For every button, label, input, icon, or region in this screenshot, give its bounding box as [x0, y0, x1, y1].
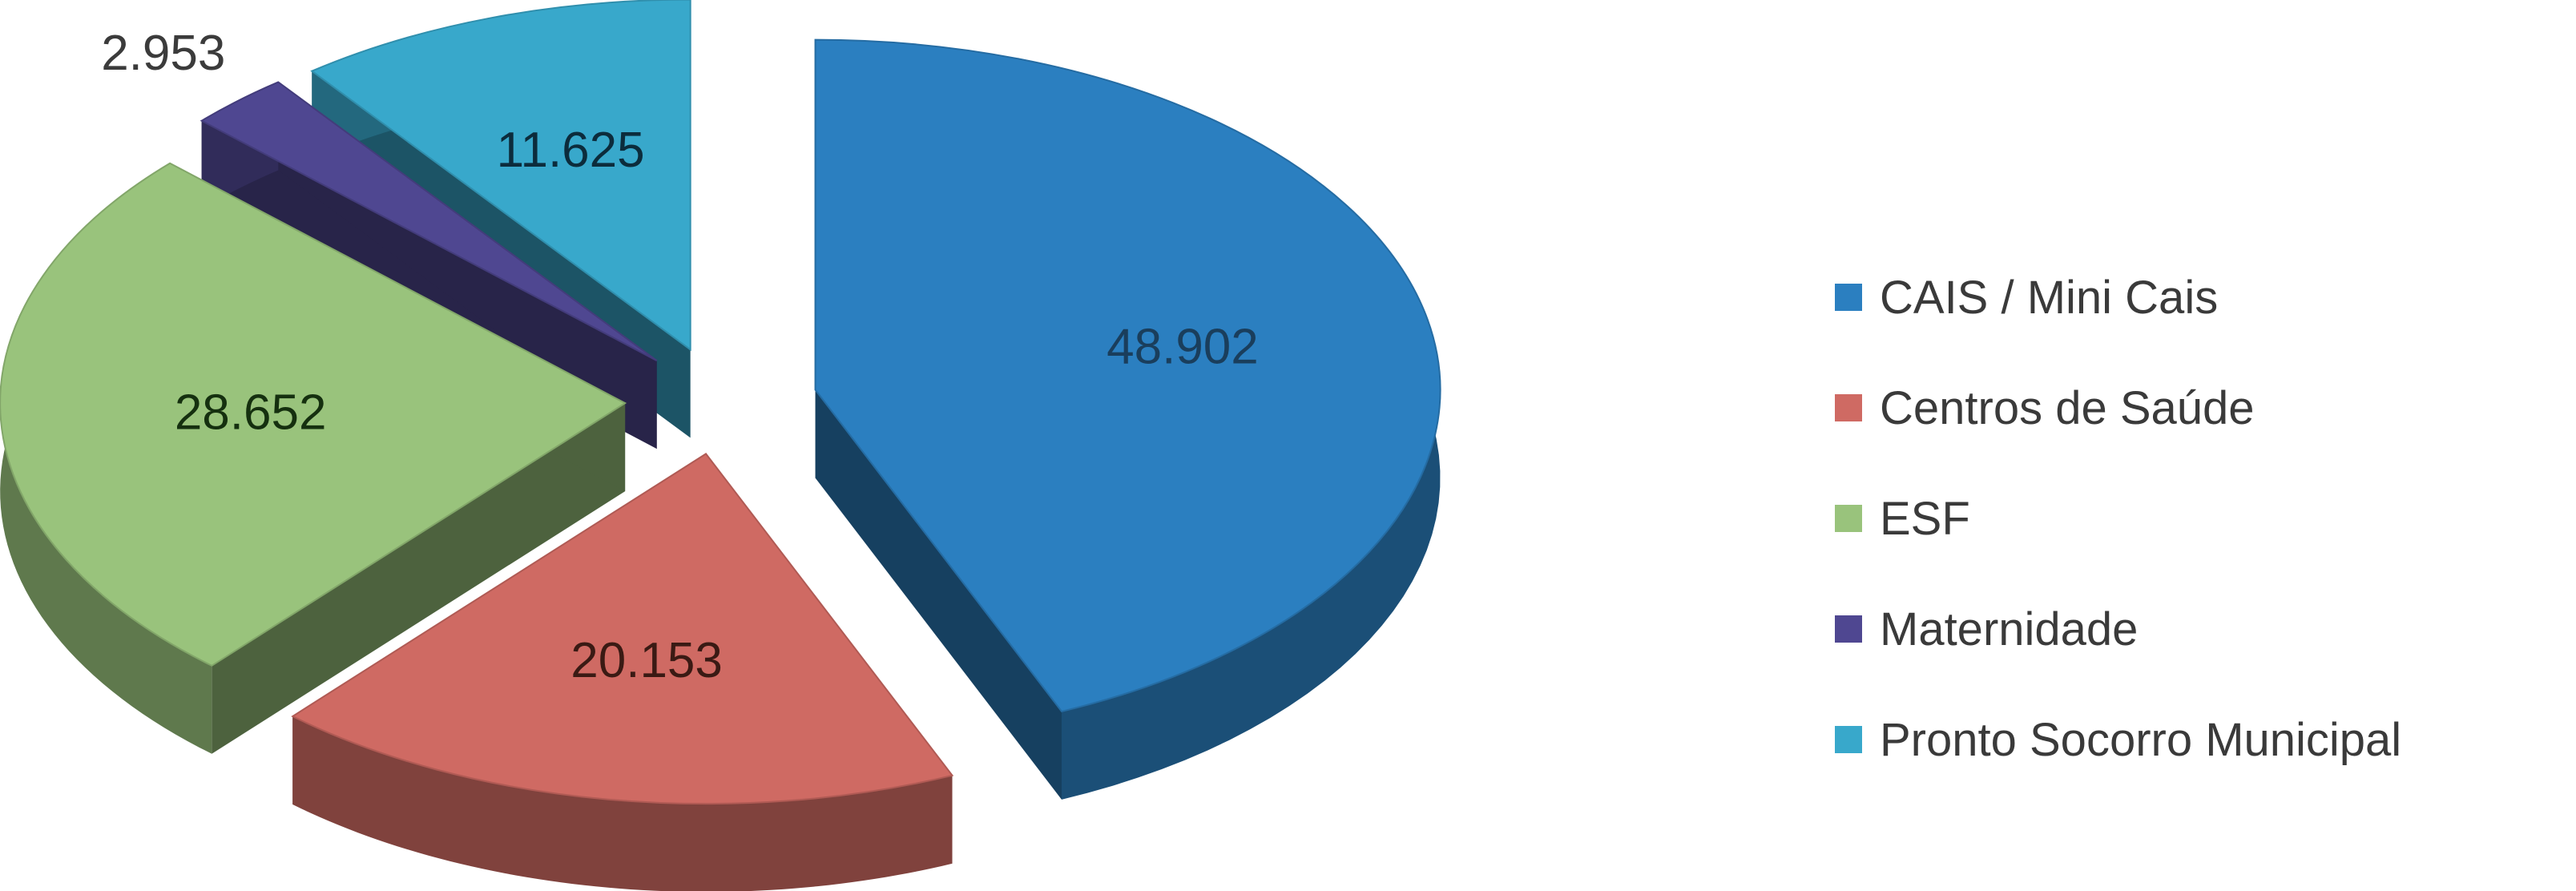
legend-label-esf: ESF — [1880, 493, 1970, 545]
pie-slice-side-cais-mini-cais-1 — [815, 389, 1062, 800]
pie-slice-top-centros-de-saude — [291, 453, 954, 805]
legend-label-pronto-socorro-municipal: Pronto Socorro Municipal — [1880, 714, 2401, 766]
legend-item-pronto-socorro-municipal: Pronto Socorro Municipal — [1835, 714, 2401, 766]
pie-slice-top-maternidade — [200, 81, 658, 361]
data-label-centros-de-saude: 20.153 — [570, 633, 723, 688]
chart-legend: CAIS / Mini Cais Centros de Saúde ESF Mater… — [1835, 272, 2401, 766]
legend-swatch-esf — [1835, 505, 1862, 532]
legend-label-maternidade: Maternidade — [1880, 603, 2138, 655]
legend-swatch-maternidade — [1835, 615, 1862, 643]
legend-item-esf: ESF — [1835, 493, 1970, 545]
legend-label-centros-de-saude: Centros de Saúde — [1880, 382, 2255, 434]
legend-item-centros-de-saude: Centros de Saúde — [1835, 382, 2255, 434]
legend-swatch-pronto-socorro-municipal — [1835, 726, 1862, 753]
legend-item-cais-mini-cais: CAIS / Mini Cais — [1835, 272, 2218, 324]
pie-slice-top-pronto-socorro-municipal — [310, 0, 691, 352]
pie-slice-wall-centros-de-saude — [292, 716, 953, 891]
legend-swatch-centros-de-saude — [1835, 394, 1862, 421]
pie-slice-centros-de-saude — [291, 453, 954, 891]
pie-data-labels: 48.902 20.153 28.652 2.953 11.625 — [101, 26, 1259, 688]
data-label-cais-mini-cais: 48.902 — [1107, 320, 1259, 375]
pie-slice-side-esf-0 — [212, 403, 626, 754]
data-label-esf: 28.652 — [175, 385, 327, 440]
pie-slice-top-cais-mini-cais — [814, 38, 1441, 713]
pie-slice-top-esf — [0, 162, 627, 667]
pie-slice-cais-mini-cais — [814, 38, 1441, 800]
legend-label-cais-mini-cais: CAIS / Mini Cais — [1880, 272, 2218, 324]
pie-slices — [0, 0, 1441, 891]
data-label-maternidade: 2.953 — [101, 26, 225, 81]
pie-slice-esf — [0, 162, 627, 754]
data-label-pronto-socorro-municipal: 11.625 — [497, 123, 645, 178]
legend-item-maternidade: Maternidade — [1835, 603, 2138, 655]
legend-swatch-cais-mini-cais — [1835, 284, 1862, 311]
